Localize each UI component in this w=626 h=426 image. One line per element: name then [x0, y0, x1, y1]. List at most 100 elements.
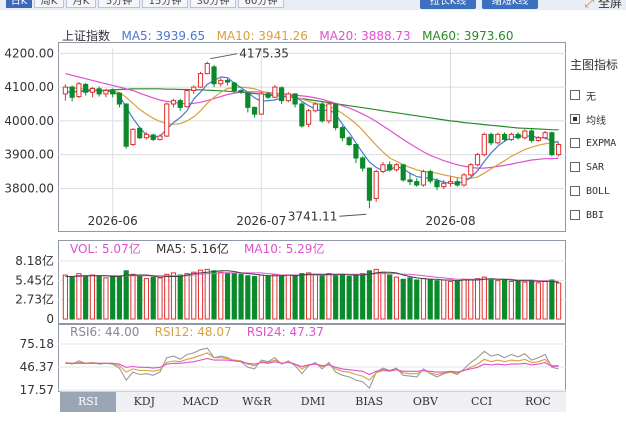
period-tab-6[interactable]: 60分钟 — [238, 0, 284, 8]
candle[interactable] — [474, 152, 481, 167]
candle[interactable] — [319, 102, 325, 123]
candle[interactable] — [312, 102, 318, 113]
indicator-option-3[interactable]: SAR — [570, 155, 626, 179]
candle[interactable] — [164, 102, 170, 138]
candle[interactable] — [556, 142, 562, 157]
candle[interactable] — [96, 86, 102, 97]
candle[interactable] — [393, 163, 400, 172]
kline-chart[interactable]: 3800.00 3900.00 4000.00 4100.00 4200.00 2026-… — [0, 42, 566, 234]
candle[interactable] — [184, 88, 190, 108]
candle[interactable] — [535, 136, 541, 142]
candle[interactable] — [461, 173, 467, 187]
candle[interactable] — [211, 65, 217, 88]
candle[interactable] — [306, 109, 312, 127]
candle[interactable] — [76, 82, 82, 98]
indicator-tab-roc[interactable]: ROC — [525, 395, 551, 408]
candle[interactable] — [427, 169, 433, 184]
candle[interactable] — [441, 179, 447, 190]
candle[interactable] — [495, 132, 501, 145]
candle[interactable] — [150, 133, 156, 142]
volume-chart[interactable]: 0 2.73亿 5.45亿 8.18亿 — [0, 240, 566, 326]
candle[interactable] — [103, 88, 109, 98]
candle[interactable] — [245, 92, 251, 113]
stretch-kline-button[interactable]: 拉长K线 — [420, 0, 476, 9]
candle[interactable] — [373, 169, 379, 202]
period-tab-1[interactable]: 周K — [34, 0, 64, 8]
indicator-tab-obv[interactable]: OBV — [412, 395, 438, 408]
candle[interactable] — [110, 88, 116, 98]
candle[interactable] — [400, 164, 406, 182]
candle[interactable] — [170, 98, 177, 108]
candle[interactable] — [218, 78, 224, 87]
candle[interactable] — [542, 131, 548, 140]
candle[interactable] — [177, 98, 183, 111]
indicator-tab-kdj[interactable]: KDJ — [133, 395, 156, 408]
candle[interactable] — [420, 169, 427, 187]
candle[interactable] — [69, 85, 75, 102]
candle[interactable] — [522, 129, 528, 140]
rsi-chart[interactable]: 17.57 46.37 75.18 — [0, 324, 566, 394]
candle[interactable] — [258, 92, 264, 115]
candle[interactable] — [380, 162, 386, 174]
indicator-option-0[interactable]: 无 — [570, 83, 626, 107]
period-tab-4[interactable]: 15分钟 — [142, 0, 188, 8]
candle[interactable] — [231, 82, 237, 93]
indicator-option-2[interactable]: EXPMA — [570, 131, 626, 155]
indicator-tab-dmi[interactable]: DMI — [300, 395, 326, 408]
indicator-checkbox[interactable] — [570, 162, 580, 172]
indicator-tab-bias[interactable]: BIAS — [355, 395, 384, 408]
indicator-checkbox[interactable] — [570, 138, 580, 148]
candle[interactable] — [279, 86, 285, 104]
candle[interactable] — [366, 167, 373, 209]
period-tab-0[interactable]: 日K — [6, 0, 32, 8]
indicator-checkbox[interactable] — [570, 210, 580, 220]
candle[interactable] — [407, 173, 413, 185]
period-tab-2[interactable]: 月K — [66, 0, 96, 8]
candle[interactable] — [434, 178, 440, 191]
candle[interactable] — [339, 125, 346, 142]
candle[interactable] — [529, 129, 535, 143]
period-tab-5[interactable]: 30分钟 — [190, 0, 236, 8]
candle[interactable] — [292, 93, 298, 108]
candle[interactable] — [265, 91, 271, 99]
candle[interactable] — [191, 85, 197, 94]
candle[interactable] — [346, 136, 352, 147]
indicator-option-1[interactable]: 均线 — [570, 107, 626, 131]
indicator-tab-wr[interactable]: W&R — [242, 395, 272, 408]
indicator-checkbox[interactable] — [570, 186, 580, 196]
candle[interactable] — [508, 132, 514, 142]
candle[interactable] — [387, 161, 393, 172]
candle[interactable] — [204, 61, 210, 75]
candle[interactable] — [454, 178, 460, 187]
candle[interactable] — [414, 178, 420, 187]
indicator-option-5[interactable]: BBI — [570, 203, 626, 227]
candle[interactable] — [299, 102, 305, 128]
candle[interactable] — [62, 84, 68, 101]
candle[interactable] — [353, 143, 359, 164]
shrink-kline-button[interactable]: 缩短K线 — [482, 0, 538, 9]
indicator-option-4[interactable]: BOLL — [570, 179, 626, 203]
candle[interactable] — [326, 102, 332, 124]
candle[interactable] — [130, 128, 136, 146]
indicator-checkbox[interactable] — [570, 90, 580, 100]
indicator-tab-cci[interactable]: CCI — [471, 395, 493, 408]
candle[interactable] — [488, 132, 494, 146]
candle[interactable] — [360, 156, 366, 172]
candle[interactable] — [116, 92, 123, 108]
candle[interactable] — [501, 132, 508, 142]
candle[interactable] — [238, 89, 244, 94]
period-tab-3[interactable]: 5分钟 — [98, 0, 140, 8]
indicator-tab-rsi[interactable]: RSI — [60, 392, 117, 412]
indicator-checkbox[interactable] — [570, 114, 580, 124]
candle[interactable] — [197, 71, 204, 88]
candle[interactable] — [549, 131, 555, 157]
indicator-tab-macd[interactable]: MACD — [182, 395, 219, 408]
candle[interactable] — [333, 103, 339, 131]
candle[interactable] — [83, 83, 89, 96]
candle[interactable] — [481, 132, 487, 157]
candle[interactable] — [251, 106, 258, 118]
candle[interactable] — [89, 87, 96, 98]
candle[interactable] — [224, 78, 231, 86]
candle[interactable] — [137, 126, 143, 140]
candle[interactable] — [123, 103, 129, 149]
